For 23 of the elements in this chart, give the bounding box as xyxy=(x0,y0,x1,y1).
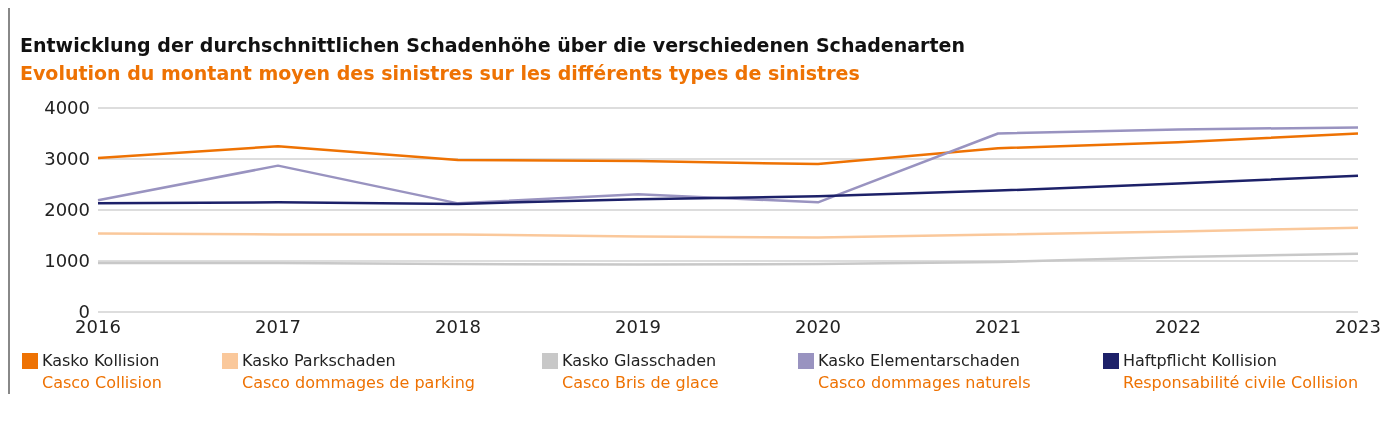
chart-title: Entwicklung der durchschnittlichen Schadenhöhe über die verschiedenen Schadenarten xyxy=(20,34,966,56)
line-series xyxy=(96,226,1360,239)
x-tick-label: 2019 xyxy=(615,315,661,337)
x-tick-label: 2020 xyxy=(795,315,841,337)
line-series xyxy=(96,126,1360,205)
legend-label: Haftpflicht Kollision Responsabilité civile Collision xyxy=(1122,350,1360,394)
y-tick-label: 4000 xyxy=(44,97,90,119)
line-series xyxy=(96,252,1360,266)
line-series xyxy=(96,132,1360,166)
y-tick-label: 1000 xyxy=(44,250,90,272)
legend-label: Kasko Elementarschaden Casco dommages naturels xyxy=(817,350,1032,394)
y-tick-label: 2000 xyxy=(44,199,90,221)
x-tick-label: 2017 xyxy=(255,315,301,337)
x-tick-label: 2023 xyxy=(1335,315,1381,337)
legend-label: Kasko Kollision Casco Collision xyxy=(41,350,163,394)
x-tick-label: 2022 xyxy=(1155,315,1201,337)
x-tick-label: 2021 xyxy=(975,315,1021,337)
legend-label: Kasko Parkschaden Casco dommages de parking xyxy=(241,350,476,394)
chart-subtitle: Evolution du montant moyen des sinistres sur les différents types de sinistres xyxy=(20,62,861,84)
line-series xyxy=(96,174,1360,206)
y-tick-label: 3000 xyxy=(44,148,90,170)
x-tick-label: 2018 xyxy=(435,315,481,337)
legend-label: Kasko Glasschaden Casco Bris de glace xyxy=(561,350,720,394)
